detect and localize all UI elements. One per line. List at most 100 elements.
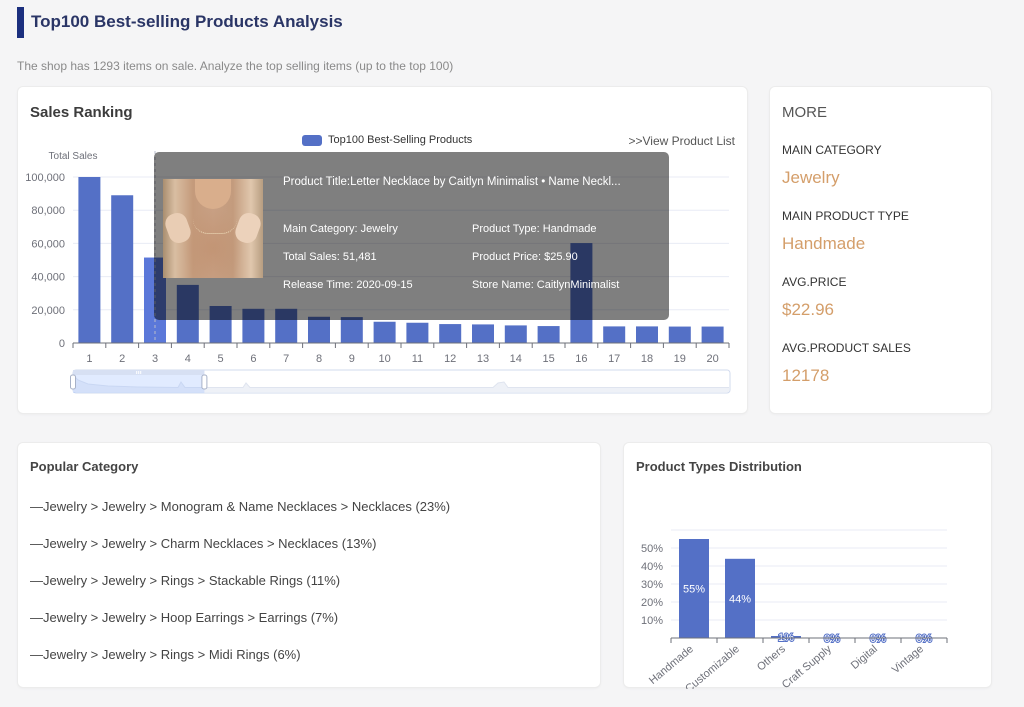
sales-bar[interactable]	[537, 326, 560, 343]
tooltip-release-time: Release Time: 2020-09-15	[283, 279, 413, 291]
product-types-card: Product Types Distribution 10% 20% 30% 40% 5…	[623, 442, 992, 689]
bar-value-label: 44%	[729, 593, 751, 605]
y-tick-label: 0	[59, 338, 65, 350]
popular-category-card: Popular Category —Jewelry > Jewelry > Mo…	[17, 442, 601, 688]
stat-avg-product-sales: AVG.PRODUCT SALES 12178	[782, 341, 911, 407]
sales-bar[interactable]	[406, 322, 429, 343]
category-item: —Jewelry > Jewelry > Charm Necklaces > N…	[30, 536, 377, 551]
x-tick-label: Vintage	[890, 643, 926, 676]
category-list: —Jewelry > Jewelry > Monogram & Name Nec…	[30, 498, 450, 683]
x-tick-label: 19	[674, 353, 686, 365]
product-types-title: Product Types Distribution	[636, 459, 802, 474]
zoom-selected-range[interactable]	[73, 370, 205, 393]
x-tick-label: 3	[152, 353, 158, 365]
tooltip-product-price: Product Price: $25.90	[472, 251, 578, 263]
category-item: —Jewelry > Jewelry > Rings > Midi Rings …	[30, 647, 301, 662]
x-tick-label: 11	[412, 353, 423, 365]
tooltip-total-sales: Total Sales: 51,481	[283, 251, 377, 263]
product-photo-icon	[163, 179, 263, 278]
type-bar[interactable]	[725, 558, 755, 638]
x-tick-label: Craft Supply	[780, 643, 834, 689]
sales-ranking-card: Sales Ranking Top100 Best-Selling Produc…	[17, 86, 748, 414]
stat-label: MAIN PRODUCT TYPE	[782, 209, 909, 223]
y-tick-label: 80,000	[31, 205, 65, 217]
stat-main-category: MAIN CATEGORY Jewelry	[782, 143, 911, 209]
y-tick-label: 100,000	[25, 172, 65, 184]
photo-necklace-shape	[193, 219, 237, 234]
x-tick-label: 7	[283, 353, 289, 365]
sales-bar[interactable]	[308, 316, 330, 343]
x-tick-label: 5	[218, 353, 224, 365]
x-tick-label: 15	[542, 353, 554, 365]
x-tick-label: Digital	[849, 643, 880, 672]
x-tick-label: 12	[444, 353, 456, 365]
product-types-chart: 10%20%30%40%50%55%Handmade44%Customizabl…	[641, 529, 948, 689]
category-item: —Jewelry > Jewelry > Hoop Earrings > Ear…	[30, 610, 339, 625]
sales-bar[interactable]	[439, 324, 462, 343]
y-axis-name: Total Sales	[49, 151, 98, 162]
x-tick-label: 13	[477, 353, 489, 365]
title-accent-bar	[17, 7, 24, 38]
sales-bar[interactable]	[636, 326, 658, 343]
sales-bar[interactable]	[111, 195, 134, 343]
y-tick-label: 30%	[641, 579, 663, 591]
sales-bar[interactable]	[340, 317, 363, 343]
legend-label: Top100 Best-Selling Products	[328, 134, 473, 146]
x-tick-label: 4	[185, 353, 191, 365]
stat-value: $22.96	[782, 300, 834, 319]
sales-bar[interactable]	[78, 177, 101, 343]
stat-value: 12178	[782, 366, 830, 385]
tooltip-fields: Main Category: Jewelry Product Type: Han…	[283, 222, 672, 292]
tooltip-product-type: Product Type: Handmade	[472, 223, 597, 235]
x-tick-label: 18	[641, 353, 653, 365]
x-tick-label: 20	[706, 353, 718, 365]
bar-value-label: 0%	[916, 633, 932, 645]
sales-bar[interactable]	[701, 326, 724, 343]
category-item: —Jewelry > Jewelry > Rings > Stackable R…	[30, 573, 341, 588]
x-tick-label: 8	[316, 353, 322, 365]
x-tick-label: 1	[86, 353, 92, 365]
zoom-data-shadow-line	[72, 374, 729, 389]
y-tick-label: 40,000	[31, 272, 65, 284]
stat-label: AVG.PRICE	[782, 275, 847, 289]
y-tick-label: 60,000	[31, 238, 65, 250]
stat-value: Jewelry	[782, 168, 840, 187]
stat-label: AVG.PRODUCT SALES	[782, 341, 911, 355]
sales-bar[interactable]	[373, 321, 396, 343]
type-bar[interactable]	[679, 539, 709, 638]
sales-bar[interactable]	[504, 325, 527, 343]
view-product-list-link[interactable]: >>View Product List	[628, 134, 735, 148]
photo-hand-right-shape	[232, 210, 263, 246]
popular-category-title: Popular Category	[30, 459, 139, 474]
stats-list: MAIN CATEGORY Jewelry MAIN PRODUCT TYPE …	[782, 143, 911, 407]
tooltip-product-title: Product Title:Letter Necklace by Caitlyn…	[283, 176, 621, 188]
page-title: Top100 Best-selling Products Analysis	[31, 12, 343, 31]
x-tick-label: 14	[510, 353, 522, 365]
x-tick-label: 2	[119, 353, 125, 365]
category-item: —Jewelry > Jewelry > Monogram & Name Nec…	[30, 499, 451, 514]
y-tick-label: 20%	[641, 597, 663, 609]
sales-bar[interactable]	[472, 324, 494, 343]
sales-bar[interactable]	[668, 326, 691, 343]
y-tick-label: 20,000	[31, 305, 65, 317]
photo-hand-left-shape	[163, 210, 194, 246]
stat-value: Handmade	[782, 234, 866, 253]
stat-avg-price: AVG.PRICE $22.96	[782, 275, 911, 341]
sales-ranking-title: Sales Ranking	[30, 104, 133, 121]
bar-value-label: 0%	[824, 633, 840, 645]
chart-legend[interactable]: Top100 Best-Selling Products	[302, 134, 472, 146]
zoom-handle-right[interactable]	[201, 374, 208, 390]
x-tick-label: 9	[349, 353, 355, 365]
bar-value-label: 0%	[870, 633, 886, 645]
x-tick-label: Others	[755, 643, 788, 674]
tooltip-main-category: Main Category: Jewelry	[283, 223, 398, 235]
y-tick-label: 40%	[641, 561, 663, 573]
page-subtitle: The shop has 1293 items on sale. Analyze…	[17, 59, 454, 73]
x-tick-label: 17	[608, 353, 620, 365]
product-tooltip: Product Title:Letter Necklace by Caitlyn…	[154, 152, 669, 320]
stat-label: MAIN CATEGORY	[782, 143, 882, 157]
sales-bar[interactable]	[603, 326, 626, 343]
type-bar[interactable]	[771, 636, 801, 638]
tooltip-store-name: Store Name: CaitlynMinimalist	[472, 279, 620, 291]
zoom-handle-left[interactable]	[70, 374, 76, 390]
